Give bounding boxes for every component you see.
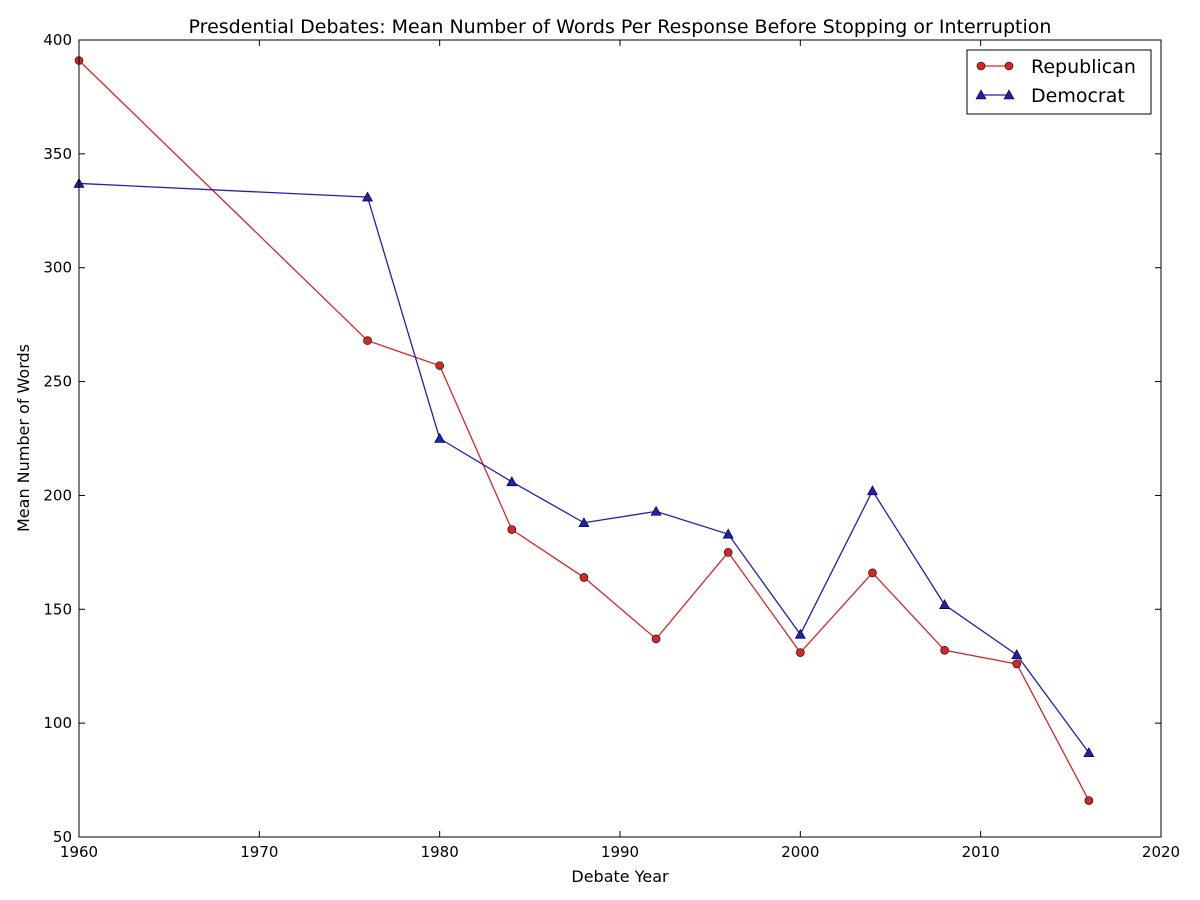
x-tick-label: 1980 xyxy=(421,843,459,861)
plot-frame xyxy=(78,39,1162,838)
democrat-point xyxy=(1083,747,1095,758)
chart-title: Presdential Debates: Mean Number of Word… xyxy=(189,16,1052,38)
y-tick-label: 300 xyxy=(43,259,72,277)
republican-point xyxy=(796,648,805,657)
democrat-point xyxy=(578,517,590,528)
y-tick-label: 200 xyxy=(43,486,72,504)
democrat-point xyxy=(939,599,951,610)
x-tick-label: 1990 xyxy=(601,843,639,861)
series-layer xyxy=(73,56,1095,805)
y-tick-label: 50 xyxy=(53,828,72,846)
legend-democrat-marker xyxy=(975,89,987,100)
y-tick-label: 150 xyxy=(43,600,72,618)
axis-ticks: 1960 1970 1980 1990 2000 2010 2020 50 100 150 200 2… xyxy=(43,31,1180,861)
republican-point xyxy=(507,525,517,534)
democrat-point xyxy=(362,191,374,202)
republican-point xyxy=(1012,659,1022,669)
republican-point xyxy=(940,645,949,655)
x-tick-label: 2020 xyxy=(1142,843,1180,861)
legend-democrat-label: Democrat xyxy=(1031,85,1125,107)
republican-point xyxy=(1084,796,1094,805)
x-tick-label: 2000 xyxy=(781,843,819,861)
x-tick-label: 2010 xyxy=(962,843,1000,861)
democrat-point xyxy=(866,485,878,496)
y-tick-label: 250 xyxy=(43,373,72,391)
republican-point xyxy=(723,548,733,557)
republican-point xyxy=(435,361,444,370)
series-democrat xyxy=(73,177,1095,758)
democrat-point xyxy=(794,628,806,639)
democrat-point xyxy=(1011,649,1023,660)
republican-point xyxy=(651,634,661,644)
republican-line xyxy=(78,60,1090,801)
democrat-point xyxy=(722,528,734,539)
y-tick-label: 100 xyxy=(43,714,72,732)
legend: Republican Democrat xyxy=(966,49,1152,115)
x-tick-label: 1970 xyxy=(240,843,278,861)
legend-republican-marker xyxy=(1004,61,1014,71)
democrat-point xyxy=(506,476,518,487)
x-axis-label: Debate Year xyxy=(571,867,669,886)
legend-box xyxy=(966,49,1152,115)
x-tick-label: 1960 xyxy=(60,843,98,861)
republican-point xyxy=(868,568,877,578)
democrat-point xyxy=(434,432,446,443)
y-tick-label: 350 xyxy=(43,145,72,163)
y-axis-label: Mean Number of Words xyxy=(14,344,33,532)
republican-point xyxy=(579,573,589,582)
legend-democrat-marker xyxy=(1003,89,1015,100)
y-tick-label: 400 xyxy=(43,31,72,49)
republican-point xyxy=(363,336,372,345)
series-republican xyxy=(74,56,1094,805)
democrat-point xyxy=(650,505,662,516)
legend-republican-label: Republican xyxy=(1031,56,1136,78)
democrat-line xyxy=(78,182,1090,754)
legend-republican-marker xyxy=(976,61,986,71)
